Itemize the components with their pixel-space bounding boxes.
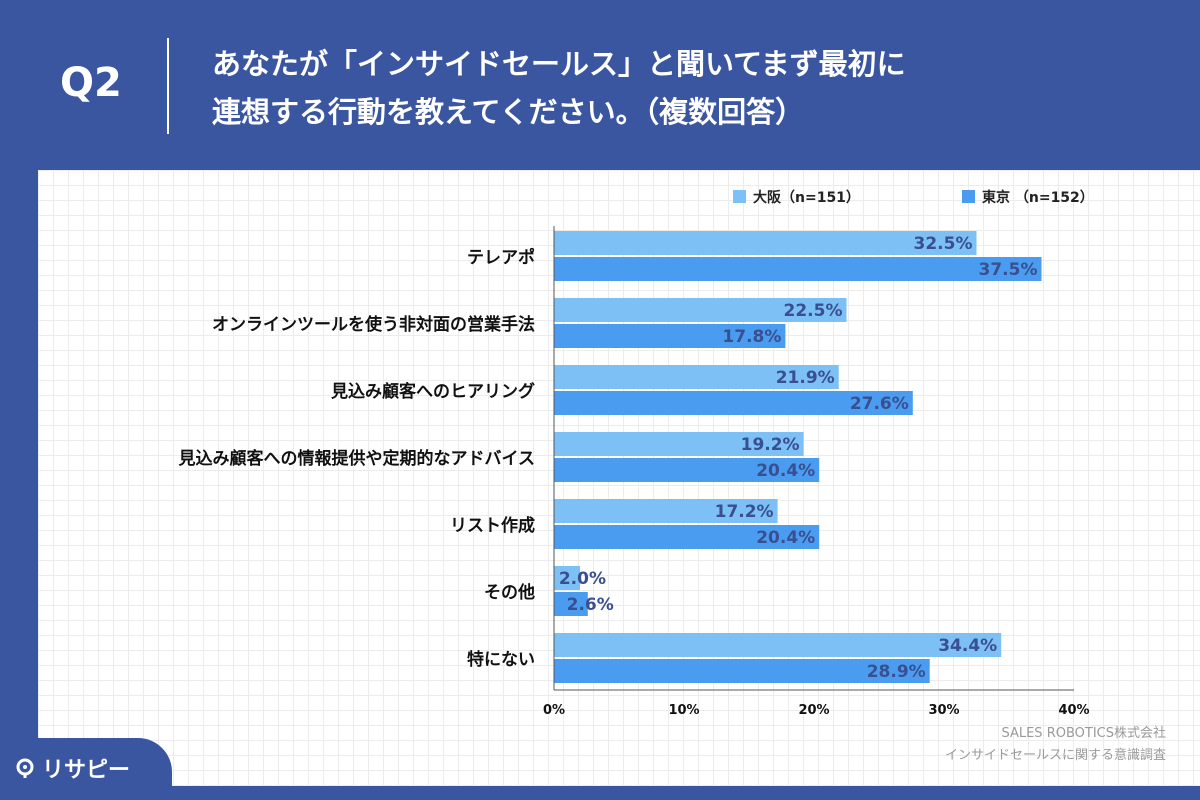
bar [554, 365, 839, 389]
header-divider [167, 38, 169, 134]
data-label: 22.5% [784, 301, 843, 321]
bar [554, 566, 580, 590]
data-label: 2.6% [567, 595, 614, 615]
data-label: 19.2% [741, 435, 800, 455]
bar [554, 257, 1042, 281]
title-line-1: あなたが「インサイドセールス」と聞いてまず最初に [212, 47, 906, 81]
bar [554, 592, 588, 616]
bar [554, 633, 1002, 657]
header: Q2 あなたが「インサイドセールス」と聞いてまず最初に 連想する行動を教えてくだ… [0, 0, 1200, 170]
category-label: オンラインツールを使う非対面の営業手法 [212, 314, 535, 335]
data-label: 17.8% [722, 327, 781, 347]
logo-tab [0, 738, 172, 800]
bar [554, 391, 913, 415]
data-label: 20.4% [756, 528, 815, 548]
x-tick-label: 10% [668, 703, 699, 718]
legend-label: 東京 （n=152） [982, 189, 1094, 206]
data-label: 20.4% [756, 461, 815, 481]
category-label: リスト作成 [450, 515, 535, 536]
bar [554, 324, 786, 348]
x-tick-label: 30% [928, 703, 959, 718]
magnifier-logo-icon [16, 758, 34, 778]
question-number: Q2 [60, 60, 122, 106]
bar [554, 458, 820, 482]
category-label: その他 [484, 582, 535, 603]
x-tick-label: 40% [1058, 703, 1089, 718]
bar [554, 231, 977, 255]
data-label: 34.4% [938, 636, 997, 656]
data-label: 28.9% [867, 662, 926, 682]
legend-swatch [733, 190, 746, 203]
title-line-2: 連想する行動を教えてください。（複数回答） [212, 95, 805, 129]
bar [554, 525, 820, 549]
data-label: 21.9% [776, 368, 835, 388]
legend-swatch [962, 190, 975, 203]
data-label: 17.2% [715, 502, 774, 522]
legend-label: 大阪（n=151） [753, 189, 860, 206]
data-label: 2.0% [559, 569, 606, 589]
bar [554, 432, 804, 456]
bar [554, 659, 930, 683]
data-label: 32.5% [914, 234, 973, 254]
credit-company: SALES ROBOTICS株式会社 [1001, 726, 1166, 741]
credit: SALES ROBOTICS株式会社 インサイドセールスに関する意識調査 [945, 723, 1166, 767]
logo: リサピー [14, 752, 130, 784]
data-label: 27.6% [850, 394, 909, 414]
category-label: 特にない [467, 649, 535, 670]
bar [554, 499, 778, 523]
category-label: 見込み顧客への情報提供や定期的なアドバイス [178, 448, 536, 469]
x-tick-label: 0% [543, 703, 565, 718]
x-tick-label: 20% [798, 703, 829, 718]
bar [554, 298, 847, 322]
question-title: あなたが「インサイドセールス」と聞いてまず最初に 連想する行動を教えてください。… [212, 40, 1112, 136]
credit-survey: インサイドセールスに関する意識調査 [944, 748, 1166, 763]
category-label: 見込み顧客へのヒアリング [330, 381, 535, 402]
logo-text: リサピー [42, 758, 131, 783]
data-label: 37.5% [979, 260, 1038, 280]
category-label: テレアポ [467, 247, 535, 268]
